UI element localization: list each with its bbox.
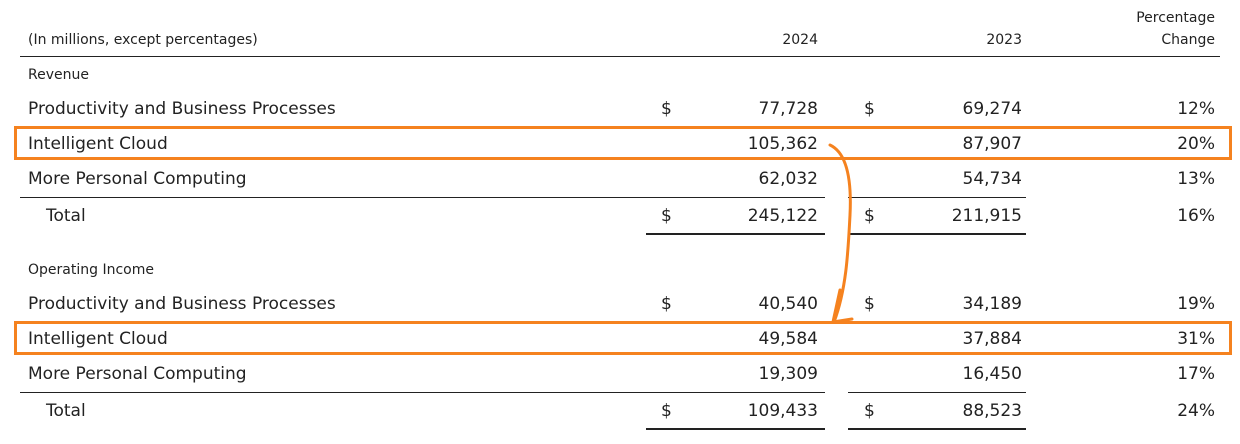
row-label: Productivity and Business Processes bbox=[28, 294, 336, 314]
total-double-rule-2023 bbox=[848, 428, 1026, 430]
dollar-sign: $ bbox=[864, 99, 875, 119]
pct-change: 17% bbox=[1177, 364, 1215, 384]
value-2024: 40,540 bbox=[758, 294, 818, 314]
column-header-2024: 2024 bbox=[782, 32, 818, 48]
value-2024: 245,122 bbox=[747, 206, 818, 226]
row-label: Total bbox=[46, 401, 86, 421]
value-2024: 62,032 bbox=[758, 169, 818, 189]
value-2023: 37,884 bbox=[962, 329, 1022, 349]
dollar-sign: $ bbox=[661, 206, 672, 226]
pct-change: 16% bbox=[1177, 206, 1215, 226]
total-double-rule-2024 bbox=[646, 428, 825, 430]
value-2024: 77,728 bbox=[758, 99, 818, 119]
value-2024: 105,362 bbox=[747, 134, 818, 154]
value-2024: 109,433 bbox=[747, 401, 818, 421]
dollar-sign: $ bbox=[864, 206, 875, 226]
dollar-sign: $ bbox=[864, 401, 875, 421]
pct-change: 20% bbox=[1177, 134, 1215, 154]
highlight-box-revenue-intelligent-cloud bbox=[14, 126, 1232, 160]
dollar-sign: $ bbox=[661, 401, 672, 421]
highlight-box-operating-intelligent-cloud bbox=[14, 321, 1232, 355]
row-label: Productivity and Business Processes bbox=[28, 99, 336, 119]
pct-change: 31% bbox=[1177, 329, 1215, 349]
row-label: Intelligent Cloud bbox=[28, 329, 168, 349]
value-2024: 49,584 bbox=[758, 329, 818, 349]
pct-change: 24% bbox=[1177, 401, 1215, 421]
row-label: More Personal Computing bbox=[28, 169, 247, 189]
pct-change: 12% bbox=[1177, 99, 1215, 119]
value-2023: 16,450 bbox=[962, 364, 1022, 384]
value-2023: 211,915 bbox=[951, 206, 1022, 226]
value-2023: 54,734 bbox=[962, 169, 1022, 189]
value-2023: 34,189 bbox=[962, 294, 1022, 314]
total-double-rule-2023 bbox=[848, 233, 1026, 235]
total-double-rule-2024 bbox=[646, 233, 825, 235]
dollar-sign: $ bbox=[661, 99, 672, 119]
subtotal-rule-right bbox=[848, 392, 1026, 393]
pct-change: 19% bbox=[1177, 294, 1215, 314]
row-label: More Personal Computing bbox=[28, 364, 247, 384]
section-title-revenue: Revenue bbox=[28, 67, 89, 83]
units-note: (In millions, except percentages) bbox=[28, 32, 258, 48]
section-title-operating-income: Operating Income bbox=[28, 262, 154, 278]
value-2023: 87,907 bbox=[962, 134, 1022, 154]
subtotal-rule-right bbox=[848, 197, 1026, 198]
dollar-sign: $ bbox=[864, 294, 875, 314]
pct-change: 13% bbox=[1177, 169, 1215, 189]
header-rule bbox=[20, 56, 1220, 57]
dollar-sign: $ bbox=[661, 294, 672, 314]
value-2023: 69,274 bbox=[962, 99, 1022, 119]
row-label: Total bbox=[46, 206, 86, 226]
subtotal-rule-left bbox=[20, 197, 825, 198]
column-header-pct-line2: Change bbox=[1161, 32, 1215, 48]
row-label: Intelligent Cloud bbox=[28, 134, 168, 154]
subtotal-rule-left bbox=[20, 392, 825, 393]
column-header-2023: 2023 bbox=[986, 32, 1022, 48]
value-2024: 19,309 bbox=[758, 364, 818, 384]
value-2023: 88,523 bbox=[962, 401, 1022, 421]
column-header-pct-line1: Percentage bbox=[1136, 10, 1215, 26]
